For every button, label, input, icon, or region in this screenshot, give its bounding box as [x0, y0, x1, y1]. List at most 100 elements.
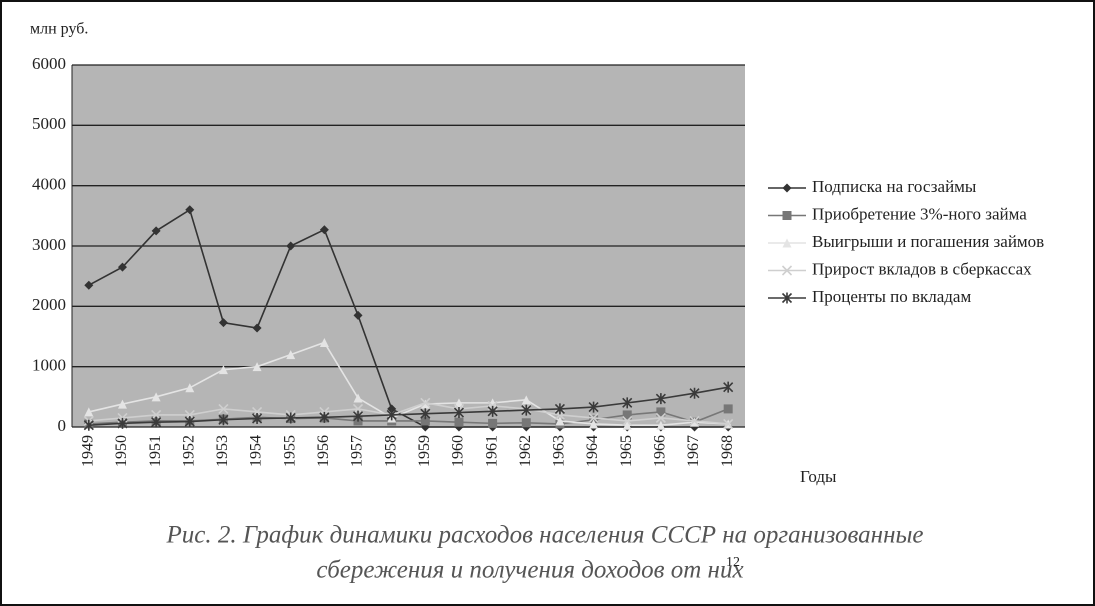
marker [521, 395, 531, 405]
marker [218, 365, 228, 375]
marker [622, 410, 632, 420]
x-tick-label: 1952 [180, 435, 197, 467]
x-tick-label: 1965 [618, 435, 635, 467]
marker [521, 404, 532, 416]
marker [420, 408, 431, 420]
x-tick-label: 1967 [685, 435, 702, 467]
y-tick-label: 6000 [32, 54, 66, 73]
x-tick-label: 1951 [147, 435, 164, 467]
y-axis-label: млн руб. [30, 21, 88, 38]
caption-note: 12 [726, 555, 740, 570]
x-tick-label: 1957 [349, 435, 366, 467]
marker [185, 205, 195, 215]
marker [252, 362, 262, 372]
marker [420, 397, 431, 408]
marker [319, 338, 329, 348]
x-tick-label: 1968 [719, 435, 736, 467]
legend-label: Приобретение 3%-ного займа [812, 204, 1027, 223]
marker [117, 417, 128, 429]
marker [622, 420, 632, 430]
marker [782, 183, 792, 193]
marker [723, 418, 734, 430]
marker [453, 407, 465, 419]
marker [151, 409, 162, 420]
marker [420, 399, 430, 409]
x-axis-label: Годы [800, 467, 837, 486]
x-tick-label: 1953 [214, 435, 231, 467]
marker [555, 416, 565, 426]
x-tick-label: 1961 [483, 435, 500, 467]
marker [117, 399, 127, 409]
x-tick-label: 1956 [315, 435, 332, 467]
x-tick-label: 1959 [416, 435, 433, 467]
marker [782, 238, 792, 248]
x-tick-label: 1958 [382, 435, 399, 467]
y-tick-label: 2000 [32, 295, 66, 314]
marker [589, 419, 599, 429]
y-tick-label: 0 [58, 416, 67, 435]
marker [83, 419, 94, 431]
y-tick-label: 1000 [32, 356, 66, 375]
marker [286, 241, 296, 251]
x-tick-label: 1954 [248, 435, 265, 467]
legend-label: Проценты по вкладам [812, 287, 971, 306]
marker [781, 265, 793, 276]
series-line [88, 208, 729, 428]
x-tick-label: 1955 [281, 435, 298, 467]
series-line [88, 386, 729, 426]
marker [352, 410, 364, 422]
marker [622, 397, 633, 409]
marker [84, 407, 94, 417]
marker [387, 404, 397, 414]
y-tick-label: 3000 [32, 235, 66, 254]
y-tick-label: 4000 [32, 175, 66, 194]
marker [252, 413, 263, 425]
series-line [88, 402, 729, 425]
marker [151, 392, 161, 402]
marker [588, 401, 599, 413]
marker [353, 393, 363, 403]
marker [151, 226, 161, 236]
series-line [88, 341, 729, 426]
marker [723, 404, 733, 414]
marker [454, 398, 464, 408]
caption: Рис. 2. График динамики расходов населен… [165, 522, 923, 549]
marker [689, 387, 700, 399]
marker [521, 418, 531, 428]
marker [185, 383, 195, 393]
marker [84, 280, 94, 290]
marker [454, 417, 464, 427]
marker [622, 415, 633, 427]
marker [285, 412, 296, 424]
legend-label: Подписка на госзаймы [812, 177, 977, 196]
marker [588, 412, 599, 424]
x-tick-label: 1960 [450, 435, 467, 467]
y-tick-label: 5000 [32, 114, 66, 133]
x-tick-label: 1966 [652, 435, 669, 467]
marker [218, 318, 228, 328]
marker [420, 416, 430, 426]
marker [782, 211, 792, 220]
x-tick-label: 1950 [113, 435, 130, 467]
x-tick-label: 1963 [551, 435, 568, 467]
marker [690, 417, 700, 427]
marker [218, 403, 229, 414]
marker [689, 415, 700, 427]
marker [656, 407, 666, 417]
marker [117, 262, 127, 272]
marker [656, 420, 666, 430]
marker [488, 418, 498, 428]
marker [286, 350, 296, 360]
marker [386, 409, 397, 421]
marker [184, 416, 195, 428]
marker [151, 416, 162, 428]
marker [487, 405, 498, 417]
legend-label: Выигрыши и погашения займов [812, 232, 1044, 251]
x-tick-label: 1964 [584, 435, 601, 467]
marker [252, 323, 262, 333]
caption: сбережения и получения доходов от них [316, 557, 743, 584]
legend-label: Прирост вкладов в сберкассах [812, 259, 1032, 278]
marker [319, 411, 330, 423]
marker [218, 414, 229, 426]
